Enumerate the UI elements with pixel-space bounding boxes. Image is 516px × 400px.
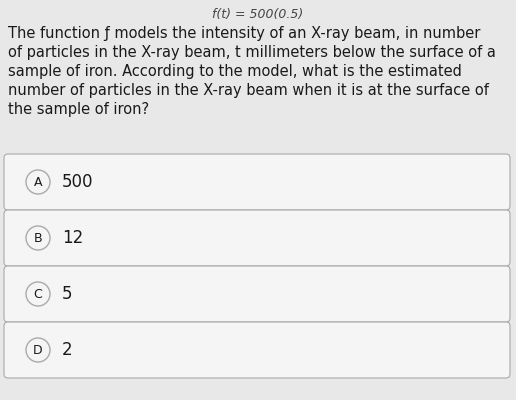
Text: D: D xyxy=(33,344,43,356)
Circle shape xyxy=(26,170,50,194)
Circle shape xyxy=(26,338,50,362)
Text: number of particles in the X-ray beam when it is at the surface of: number of particles in the X-ray beam wh… xyxy=(8,83,489,98)
Text: A: A xyxy=(34,176,42,188)
Text: sample of iron. According to the model, what is the estimated: sample of iron. According to the model, … xyxy=(8,64,462,79)
Circle shape xyxy=(26,282,50,306)
Text: the sample of iron?: the sample of iron? xyxy=(8,102,149,117)
Text: of particles in the X-ray beam, t millimeters below the surface of a: of particles in the X-ray beam, t millim… xyxy=(8,45,496,60)
Text: 5: 5 xyxy=(62,285,73,303)
FancyBboxPatch shape xyxy=(4,210,510,266)
Circle shape xyxy=(26,226,50,250)
Text: B: B xyxy=(34,232,42,244)
FancyBboxPatch shape xyxy=(4,266,510,322)
Text: 12: 12 xyxy=(62,229,83,247)
Text: 500: 500 xyxy=(62,173,93,191)
Text: C: C xyxy=(34,288,42,300)
Text: The function ƒ models the intensity of an X-ray beam, in number: The function ƒ models the intensity of a… xyxy=(8,26,480,41)
Text: 2: 2 xyxy=(62,341,73,359)
FancyBboxPatch shape xyxy=(4,154,510,210)
FancyBboxPatch shape xyxy=(4,322,510,378)
Text: f(t) = 500(0.5): f(t) = 500(0.5) xyxy=(213,8,303,21)
